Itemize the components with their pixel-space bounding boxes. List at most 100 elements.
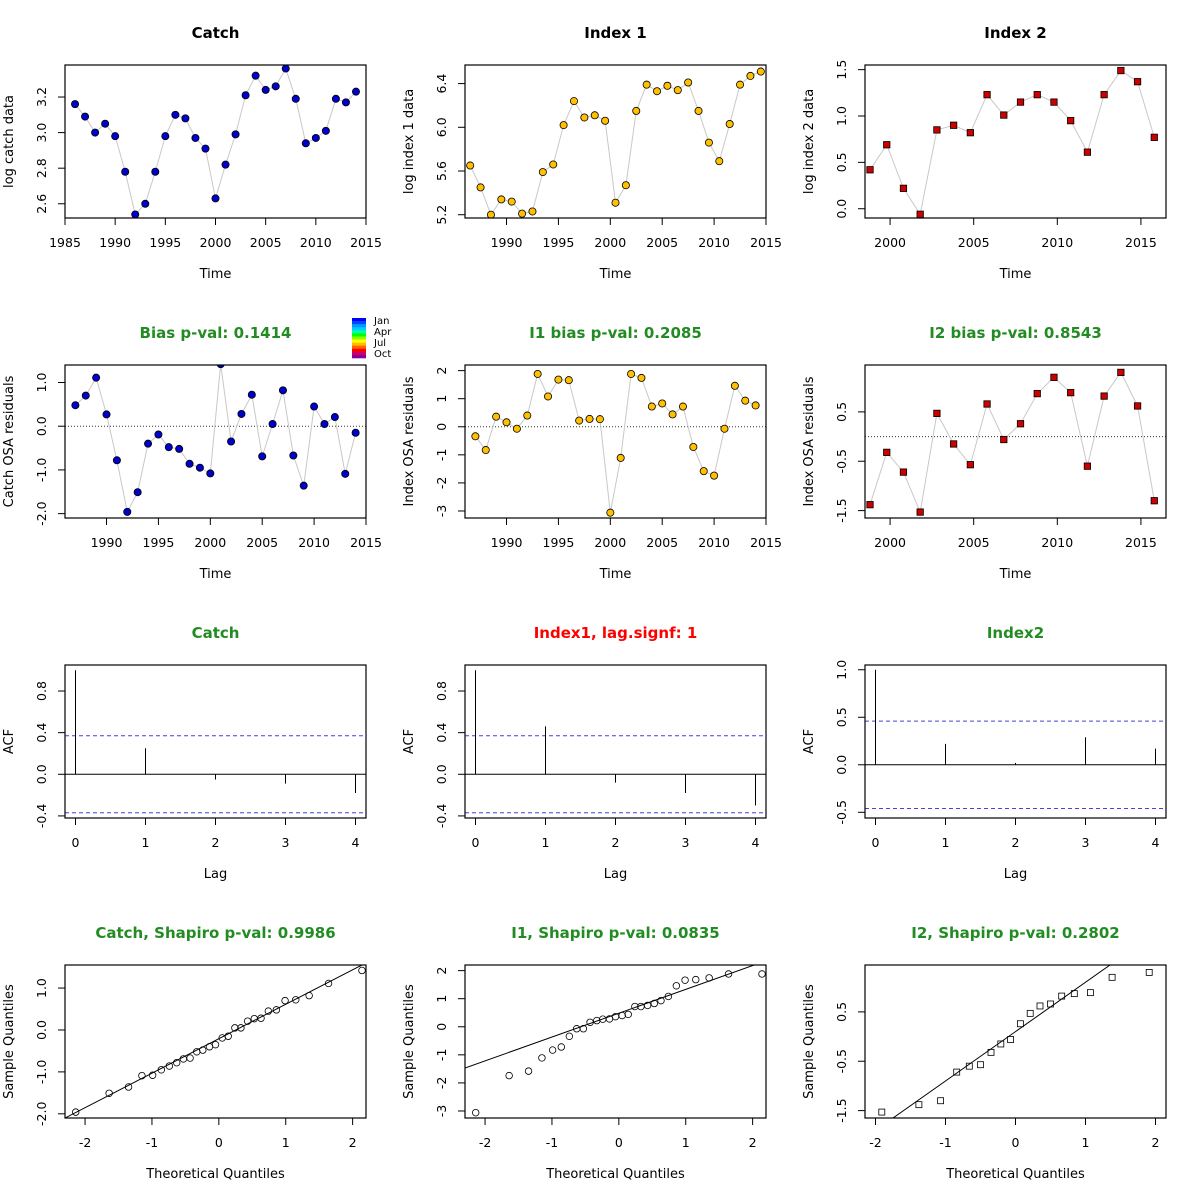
- data-point: [505, 1071, 513, 1080]
- y-tick-label: 1.0: [834, 660, 849, 680]
- data-point: [538, 1054, 546, 1062]
- y-axis-label: log index 2 data: [802, 89, 817, 194]
- data-point: [175, 444, 184, 453]
- y-tick-label: 0.4: [34, 723, 49, 743]
- y-tick-label: 0.8: [34, 681, 49, 701]
- data-point: [171, 110, 180, 119]
- chart-title: Index 1: [584, 24, 647, 42]
- y-tick-label: -1.5: [834, 1098, 849, 1122]
- y-tick-label: 0: [434, 1023, 449, 1031]
- data-point: [191, 133, 200, 142]
- data-point: [681, 976, 689, 984]
- x-tick-label: 2015: [1125, 235, 1157, 250]
- data-point: [271, 82, 280, 91]
- x-tick-label: 4: [352, 835, 360, 850]
- x-tick-label: 2: [349, 1135, 357, 1150]
- data-point: [331, 94, 340, 103]
- plot-area: [65, 365, 366, 516]
- y-tick-label: -2: [434, 477, 449, 489]
- data-point: [1016, 98, 1025, 106]
- data-point: [341, 469, 350, 478]
- data-point: [221, 160, 230, 169]
- series-line: [469, 71, 762, 216]
- index1-osa-panel: I1 bias p-val: 0.2085 Time Index OSA resid…: [402, 324, 782, 582]
- data-point: [647, 402, 656, 411]
- x-tick-label: 2010: [1041, 535, 1073, 550]
- chart-title: Index1, lag.signf: 1: [534, 624, 698, 642]
- y-axis-label: ACF: [402, 729, 417, 754]
- data-point: [616, 453, 625, 462]
- data-point: [601, 116, 610, 125]
- data-point: [631, 1002, 639, 1011]
- y-tick-label: 3.0: [34, 123, 49, 143]
- data-point: [557, 1043, 566, 1051]
- data-point: [216, 365, 225, 369]
- data-point: [124, 1083, 133, 1091]
- x-tick-label: 2: [749, 1135, 757, 1150]
- data-point: [689, 442, 698, 451]
- series-line: [74, 67, 357, 216]
- data-point: [983, 400, 991, 408]
- plot-frame: [864, 64, 1167, 219]
- data-point: [292, 996, 300, 1004]
- x-tick-label: 3: [282, 835, 290, 850]
- x-tick-label: 4: [1152, 835, 1160, 850]
- data-point: [724, 970, 733, 978]
- data-point: [206, 469, 215, 478]
- y-tick-label: 2: [434, 367, 449, 375]
- data-point: [624, 1010, 632, 1019]
- plot-frame: [864, 964, 1167, 1119]
- y-tick-label: 0.0: [434, 764, 449, 784]
- data-point: [1017, 1020, 1024, 1028]
- data-point: [281, 996, 289, 1005]
- data-point: [966, 461, 974, 469]
- data-point: [227, 437, 236, 446]
- y-tick-label: 0.8: [434, 681, 449, 701]
- data-point: [151, 167, 160, 176]
- y-tick-label: 2.8: [34, 158, 49, 178]
- y-tick-label: 1.0: [34, 978, 49, 998]
- data-point: [746, 71, 755, 80]
- data-point: [111, 132, 120, 141]
- chart-title: Catch: [192, 624, 240, 642]
- data-point: [351, 87, 360, 96]
- data-point: [1016, 420, 1025, 428]
- data-point: [173, 1058, 181, 1067]
- data-point: [736, 80, 745, 89]
- legend-color-swatch: [352, 327, 366, 331]
- x-tick-label: 0: [1012, 1135, 1020, 1150]
- data-point: [720, 424, 729, 433]
- y-axis-label: Sample Quantiles: [402, 984, 417, 1099]
- legend-color-swatch: [352, 354, 366, 359]
- legend-color-swatch: [352, 321, 366, 325]
- y-tick-label: 0.5: [834, 152, 849, 172]
- data-point: [668, 410, 677, 419]
- y-tick-label: 1: [434, 995, 449, 1003]
- x-tick-label: 1990: [491, 235, 523, 250]
- data-point: [1047, 1000, 1054, 1008]
- y-tick-label: 0.0: [34, 764, 49, 784]
- x-tick-label: 0: [472, 835, 480, 850]
- y-tick-label: 1.0: [34, 373, 49, 393]
- plot-frame: [464, 64, 767, 219]
- data-point: [101, 119, 110, 128]
- data-point: [205, 1043, 214, 1051]
- x-tick-label: 2000: [874, 535, 906, 550]
- data-point: [756, 67, 765, 76]
- data-point: [657, 996, 665, 1005]
- y-axis-label: Sample Quantiles: [802, 984, 817, 1099]
- data-point: [201, 144, 210, 153]
- data-point: [664, 992, 673, 1001]
- y-axis-label: Catch OSA residuals: [2, 375, 17, 507]
- data-point: [915, 1101, 923, 1109]
- data-point: [1000, 435, 1008, 444]
- legend-month-label: Apr: [374, 327, 392, 338]
- data-point: [965, 1062, 973, 1070]
- data-point: [165, 1062, 174, 1070]
- y-tick-label: -0.5: [834, 800, 849, 824]
- x-tick-label: 2010: [1041, 235, 1073, 250]
- data-point: [268, 420, 277, 429]
- data-point: [72, 1108, 80, 1116]
- plot-area: [466, 67, 765, 218]
